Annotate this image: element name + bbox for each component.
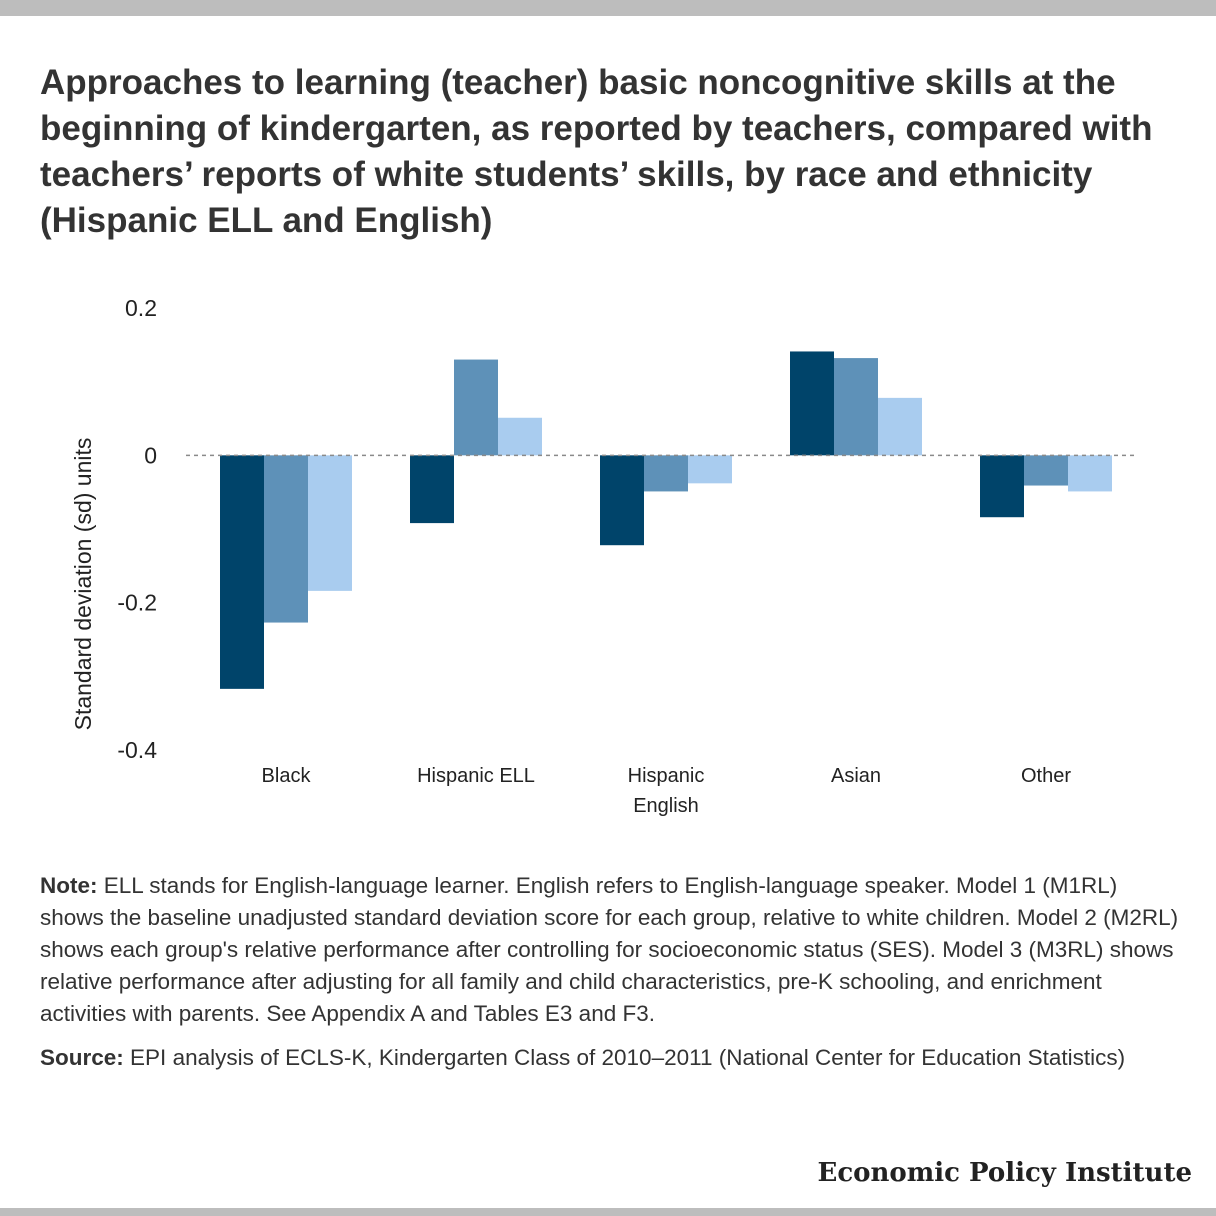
bar-1-2 <box>264 455 308 623</box>
bar-1-3 <box>308 455 352 591</box>
notes-section: Note: ELL stands for English-language le… <box>40 870 1180 1086</box>
note-text: ELL stands for English-language learner.… <box>40 873 1179 1026</box>
brand-logo: Economic Policy Institute <box>817 1158 1193 1188</box>
bar-3-2 <box>644 455 688 492</box>
bar-4-3 <box>878 397 922 456</box>
y-tick-label: 0.2 <box>125 295 157 321</box>
x-tick-label: Other <box>1021 765 1071 787</box>
note-label: Note: <box>40 873 98 898</box>
bar-5-2 <box>1024 455 1068 486</box>
bar-3-3 <box>688 455 732 484</box>
x-tick-label: Hispanic <box>628 765 705 787</box>
bar-5-3 <box>1068 455 1112 492</box>
source-label: Source: <box>40 1045 124 1070</box>
x-tick-label: English <box>633 795 699 817</box>
bar-1-1 <box>220 455 264 689</box>
note-paragraph: Note: ELL stands for English-language le… <box>40 870 1180 1030</box>
chart-title: Approaches to learning (teacher) basic n… <box>40 63 1153 240</box>
bar-2-2 <box>454 359 498 456</box>
source-text: EPI analysis of ECLS-K, Kindergarten Cla… <box>130 1045 1126 1070</box>
source-paragraph: Source: EPI analysis of ECLS-K, Kinderga… <box>40 1042 1180 1074</box>
bottom-border <box>0 1208 1216 1216</box>
y-tick-label: 0 <box>144 442 157 468</box>
bar-2-3 <box>498 417 542 456</box>
bar-3-1 <box>600 455 644 546</box>
y-tick-label: -0.4 <box>117 737 157 763</box>
x-tick-label: Black <box>262 765 312 787</box>
y-tick-label: -0.2 <box>117 590 157 616</box>
bar-4-2 <box>834 358 878 456</box>
x-tick-label: Asian <box>831 765 881 787</box>
y-axis-label: Standard deviation (sd) units <box>70 438 96 731</box>
bar-chart: 0.2 0 -0.2 -0.4 Standard deviation (sd) unit… <box>70 295 1136 817</box>
bar-4-1 <box>790 351 834 456</box>
bar-2-1 <box>410 455 454 524</box>
bar-5-1 <box>980 455 1024 518</box>
top-border <box>0 0 1216 16</box>
x-tick-label: Hispanic ELL <box>417 765 535 787</box>
